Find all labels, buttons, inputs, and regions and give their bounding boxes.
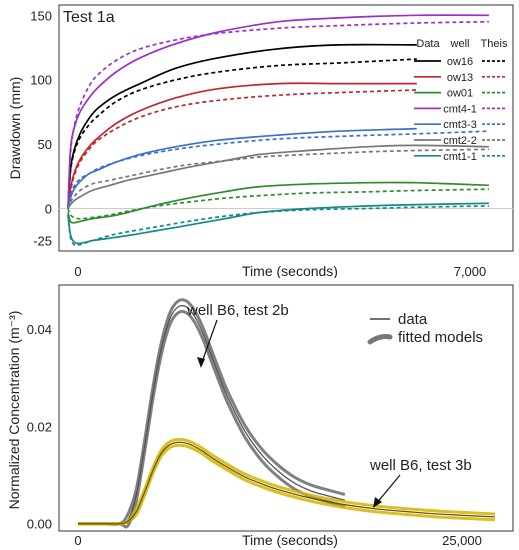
x-tick-label-end: 7,000	[454, 264, 487, 278]
drawdown-chart-panel: Data well Theis ow16 ow13 ow01 cmt4-1 cmt3-3 cmt…	[7, 4, 514, 278]
arrowhead-icon	[197, 357, 205, 368]
annotations: well B6, test 2b well B6, test 3b	[186, 302, 472, 508]
series-group	[67, 14, 489, 247]
plot-frame	[58, 4, 514, 252]
plot-frame	[58, 284, 514, 532]
data-line-test-3b	[78, 441, 496, 525]
legend-label: ow01	[447, 88, 473, 100]
y-tick-label: 100	[30, 73, 52, 88]
y-tick-label: -25	[33, 234, 52, 249]
x-tick-label-start: 0	[74, 533, 81, 548]
fitted-model-band-upper	[78, 298, 346, 526]
legend-header: well	[450, 38, 470, 50]
theis-line-cmt2-2	[67, 148, 489, 209]
data-line-cmt2-2	[67, 144, 489, 209]
legend-header: Data	[416, 38, 440, 50]
x-axis-label: Time (seconds)	[242, 263, 338, 278]
arrowhead-icon	[373, 497, 382, 508]
concentration-chart: well B6, test 2b well B6, test 3b datafit…	[6, 284, 514, 548]
series-group	[78, 298, 496, 529]
legend-label: ow16	[447, 56, 473, 68]
y-axis-label: Drawdown (mm)	[7, 77, 23, 180]
theis-line-ow01	[67, 188, 489, 220]
data-line-test-2b	[78, 304, 346, 525]
x-axis-label: Time (seconds)	[242, 532, 338, 548]
y-tick-labels: -25 0 50 100 150	[30, 8, 52, 248]
theis-line-ow13	[67, 89, 417, 209]
data-line-ow16	[67, 43, 417, 209]
annotation-test-3b: well B6, test 3b	[369, 457, 472, 474]
y-axis-label: Normalized Concentration (m⁻³)	[6, 311, 22, 510]
drawdown-chart: Data well Theis ow16 ow13 ow01 cmt4-1 cmt3-3 cmt…	[7, 4, 514, 278]
y-tick-label: 150	[30, 8, 52, 23]
concentration-chart-panel: well B6, test 2b well B6, test 3b data fit…	[0, 282, 519, 550]
y-tick-labels: 0.00 0.02 0.04	[27, 322, 52, 532]
legend-label: data	[398, 311, 428, 328]
y-tick-label: 50	[38, 137, 52, 152]
y-tick-label: 0.04	[27, 322, 52, 337]
chart-title: Test 1a	[63, 9, 115, 26]
legend-header: Theis	[481, 38, 508, 50]
annotation-arrow-test-2b	[200, 319, 218, 366]
theis-line-ow16	[67, 58, 417, 209]
legend-label: cmt3-3	[443, 119, 477, 131]
y-tick-label: 0	[45, 201, 52, 216]
legend-label: ow13	[447, 72, 473, 84]
theis-line-cmt1-1	[67, 205, 489, 247]
data-line-cmt4-1	[67, 14, 489, 209]
annotation-arrow-test-3b	[375, 474, 401, 505]
legend-label: fitted models	[398, 329, 483, 346]
x-tick-label-end: 25,000	[442, 533, 482, 548]
y-tick-label: 0.02	[27, 419, 52, 434]
data-line-cmt3-3	[67, 127, 417, 209]
theis-line-cmt3-3	[67, 130, 489, 209]
annotation-test-2b: well B6, test 2b	[186, 302, 289, 319]
data-line-ow13	[67, 82, 417, 209]
data-line-cmt1-1	[67, 202, 489, 245]
fitted-model-band-lower	[78, 443, 496, 526]
y-tick-label: 0.00	[27, 517, 52, 532]
legend-label: cmt2-2	[443, 135, 477, 147]
legend: Data well Theis ow16 ow13 ow01 cmt4-1 cmt3-3 cmt…	[414, 38, 508, 163]
legend-label: cmt4-1	[443, 103, 477, 115]
legend-model-swatch	[367, 334, 393, 345]
fitted-model-band-upper	[78, 437, 496, 526]
legend-label: cmt1-1	[443, 151, 477, 163]
data-line-ow01	[67, 181, 489, 224]
x-tick-label-start: 0	[74, 264, 81, 278]
